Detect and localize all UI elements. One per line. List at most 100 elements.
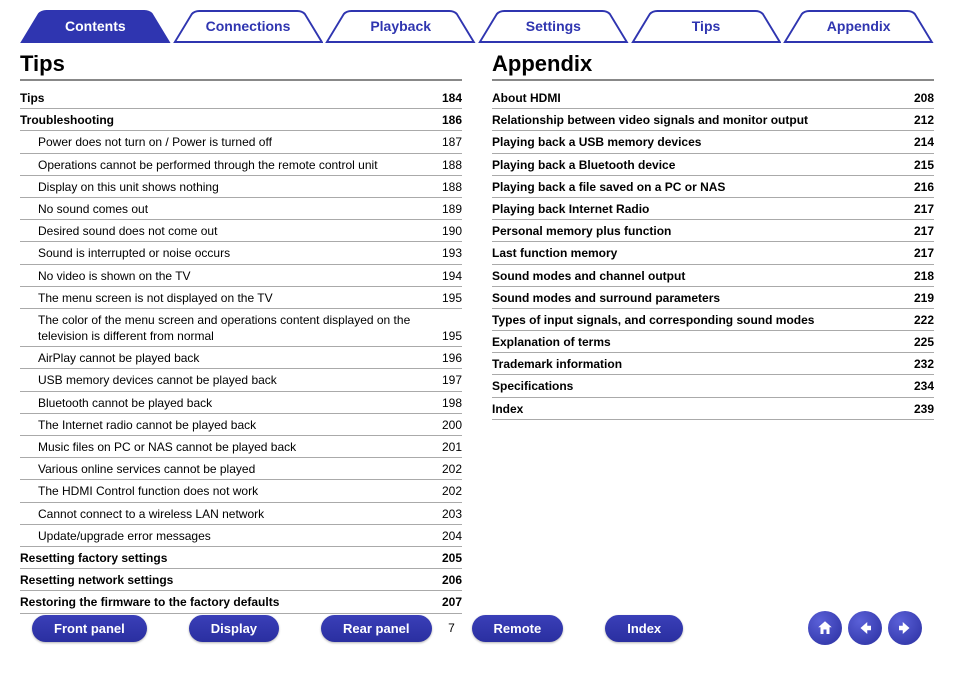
toc-entry[interactable]: The menu screen is not displayed on the … [20, 287, 462, 309]
toc-entry[interactable]: Personal memory plus function217 [492, 220, 934, 242]
tab-playback[interactable]: Playback [325, 10, 476, 43]
toc-label: Update/upgrade error messages [20, 528, 428, 544]
toc-label: Personal memory plus function [492, 223, 900, 239]
remote-button[interactable]: Remote [472, 615, 564, 642]
toc-label: Specifications [492, 378, 900, 394]
toc-label: About HDMI [492, 90, 900, 106]
toc-page: 195 [428, 328, 462, 344]
toc-entry[interactable]: Specifications234 [492, 375, 934, 397]
toc-entry[interactable]: Cannot connect to a wireless LAN network… [20, 503, 462, 525]
tab-contents[interactable]: Contents [20, 10, 171, 43]
toc-page: 196 [428, 350, 462, 366]
toc-page: 193 [428, 245, 462, 261]
toc-page: 202 [428, 483, 462, 499]
tab-tips[interactable]: Tips [631, 10, 782, 43]
next-icon[interactable] [888, 611, 922, 645]
toc-entry[interactable]: Power does not turn on / Power is turned… [20, 131, 462, 153]
toc-label: Troubleshooting [20, 112, 428, 128]
toc-entry[interactable]: Sound modes and surround parameters219 [492, 287, 934, 309]
toc-entry[interactable]: Last function memory217 [492, 242, 934, 264]
toc-entry[interactable]: Operations cannot be performed through t… [20, 154, 462, 176]
toc-entry[interactable]: Bluetooth cannot be played back198 [20, 392, 462, 414]
toc-entry[interactable]: No video is shown on the TV194 [20, 265, 462, 287]
toc-label: Cannot connect to a wireless LAN network [20, 506, 428, 522]
toc-page: 197 [428, 372, 462, 388]
toc-entry[interactable]: Playing back Internet Radio217 [492, 198, 934, 220]
toc-entry[interactable]: Various online services cannot be played… [20, 458, 462, 480]
toc-entry[interactable]: The color of the menu screen and operati… [20, 309, 462, 347]
toc-page: 186 [428, 112, 462, 128]
toc-entry[interactable]: The Internet radio cannot be played back… [20, 414, 462, 436]
bottom-right-buttons: Remote Index [472, 615, 684, 642]
toc-page: 187 [428, 134, 462, 150]
tab-appendix[interactable]: Appendix [783, 10, 934, 43]
tab-label: Settings [526, 18, 581, 34]
toc-entry[interactable]: Display on this unit shows nothing188 [20, 176, 462, 198]
toc-entry[interactable]: Music files on PC or NAS cannot be playe… [20, 436, 462, 458]
toc-page: 200 [428, 417, 462, 433]
toc-page: 205 [428, 550, 462, 566]
toc-entry[interactable]: Sound modes and channel output218 [492, 265, 934, 287]
toc-label: Last function memory [492, 245, 900, 261]
toc-entry[interactable]: Resetting factory settings205 [20, 547, 462, 569]
toc-label: No video is shown on the TV [20, 268, 428, 284]
toc-page: 214 [900, 134, 934, 150]
rear-panel-button[interactable]: Rear panel [321, 615, 431, 642]
prev-icon[interactable] [848, 611, 882, 645]
left-toc-list: Tips184Troubleshooting186Power does not … [20, 87, 462, 614]
toc-label: The Internet radio cannot be played back [20, 417, 428, 433]
right-toc-list: About HDMI208Relationship between video … [492, 87, 934, 420]
right-heading: Appendix [492, 51, 934, 81]
page: Contents Connections Playback Settings Tips A… [0, 0, 954, 673]
toc-page: 188 [428, 179, 462, 195]
toc-page: 222 [900, 312, 934, 328]
toc-entry[interactable]: Index239 [492, 398, 934, 420]
toc-entry[interactable]: Desired sound does not come out190 [20, 220, 462, 242]
toc-entry[interactable]: Playing back a USB memory devices214 [492, 131, 934, 153]
toc-entry[interactable]: Tips184 [20, 87, 462, 109]
toc-entry[interactable]: No sound comes out189 [20, 198, 462, 220]
toc-label: Resetting factory settings [20, 550, 428, 566]
home-icon[interactable] [808, 611, 842, 645]
toc-entry[interactable]: Explanation of terms225 [492, 331, 934, 353]
toc-entry[interactable]: About HDMI208 [492, 87, 934, 109]
toc-entry[interactable]: Troubleshooting186 [20, 109, 462, 131]
toc-entry[interactable]: Types of input signals, and correspondin… [492, 309, 934, 331]
tab-connections[interactable]: Connections [173, 10, 324, 43]
toc-columns: Tips Tips184Troubleshooting186Power does… [20, 51, 934, 614]
toc-page: 208 [900, 90, 934, 106]
toc-page: 195 [428, 290, 462, 306]
toc-entry[interactable]: Resetting network settings206 [20, 569, 462, 591]
toc-entry[interactable]: USB memory devices cannot be played back… [20, 369, 462, 391]
toc-page: 203 [428, 506, 462, 522]
toc-page: 225 [900, 334, 934, 350]
toc-label: Tips [20, 90, 428, 106]
tab-label: Appendix [827, 18, 891, 34]
toc-page: 232 [900, 356, 934, 372]
toc-page: 206 [428, 572, 462, 588]
toc-label: USB memory devices cannot be played back [20, 372, 428, 388]
toc-page: 204 [428, 528, 462, 544]
toc-label: Operations cannot be performed through t… [20, 157, 428, 173]
toc-entry[interactable]: Playing back a Bluetooth device215 [492, 154, 934, 176]
toc-entry[interactable]: The HDMI Control function does not work2… [20, 480, 462, 502]
tab-label: Playback [370, 18, 431, 34]
toc-entry[interactable]: Update/upgrade error messages204 [20, 525, 462, 547]
toc-entry[interactable]: Sound is interrupted or noise occurs193 [20, 242, 462, 264]
front-panel-button[interactable]: Front panel [32, 615, 147, 642]
right-column: Appendix About HDMI208Relationship betwe… [492, 51, 934, 614]
display-button[interactable]: Display [189, 615, 279, 642]
toc-label: The color of the menu screen and operati… [20, 312, 428, 344]
toc-entry[interactable]: Trademark information232 [492, 353, 934, 375]
toc-entry[interactable]: Playing back a file saved on a PC or NAS… [492, 176, 934, 198]
toc-page: 201 [428, 439, 462, 455]
tab-label: Connections [206, 18, 291, 34]
toc-label: Music files on PC or NAS cannot be playe… [20, 439, 428, 455]
bottom-bar: Front panelDisplayRear panel 7 RemoteInd… [0, 611, 954, 645]
toc-label: Power does not turn on / Power is turned… [20, 134, 428, 150]
toc-entry[interactable]: Relationship between video signals and m… [492, 109, 934, 131]
toc-entry[interactable]: AirPlay cannot be played back196 [20, 347, 462, 369]
toc-label: Types of input signals, and correspondin… [492, 312, 900, 328]
index-button[interactable]: Index [605, 615, 683, 642]
tab-settings[interactable]: Settings [478, 10, 629, 43]
